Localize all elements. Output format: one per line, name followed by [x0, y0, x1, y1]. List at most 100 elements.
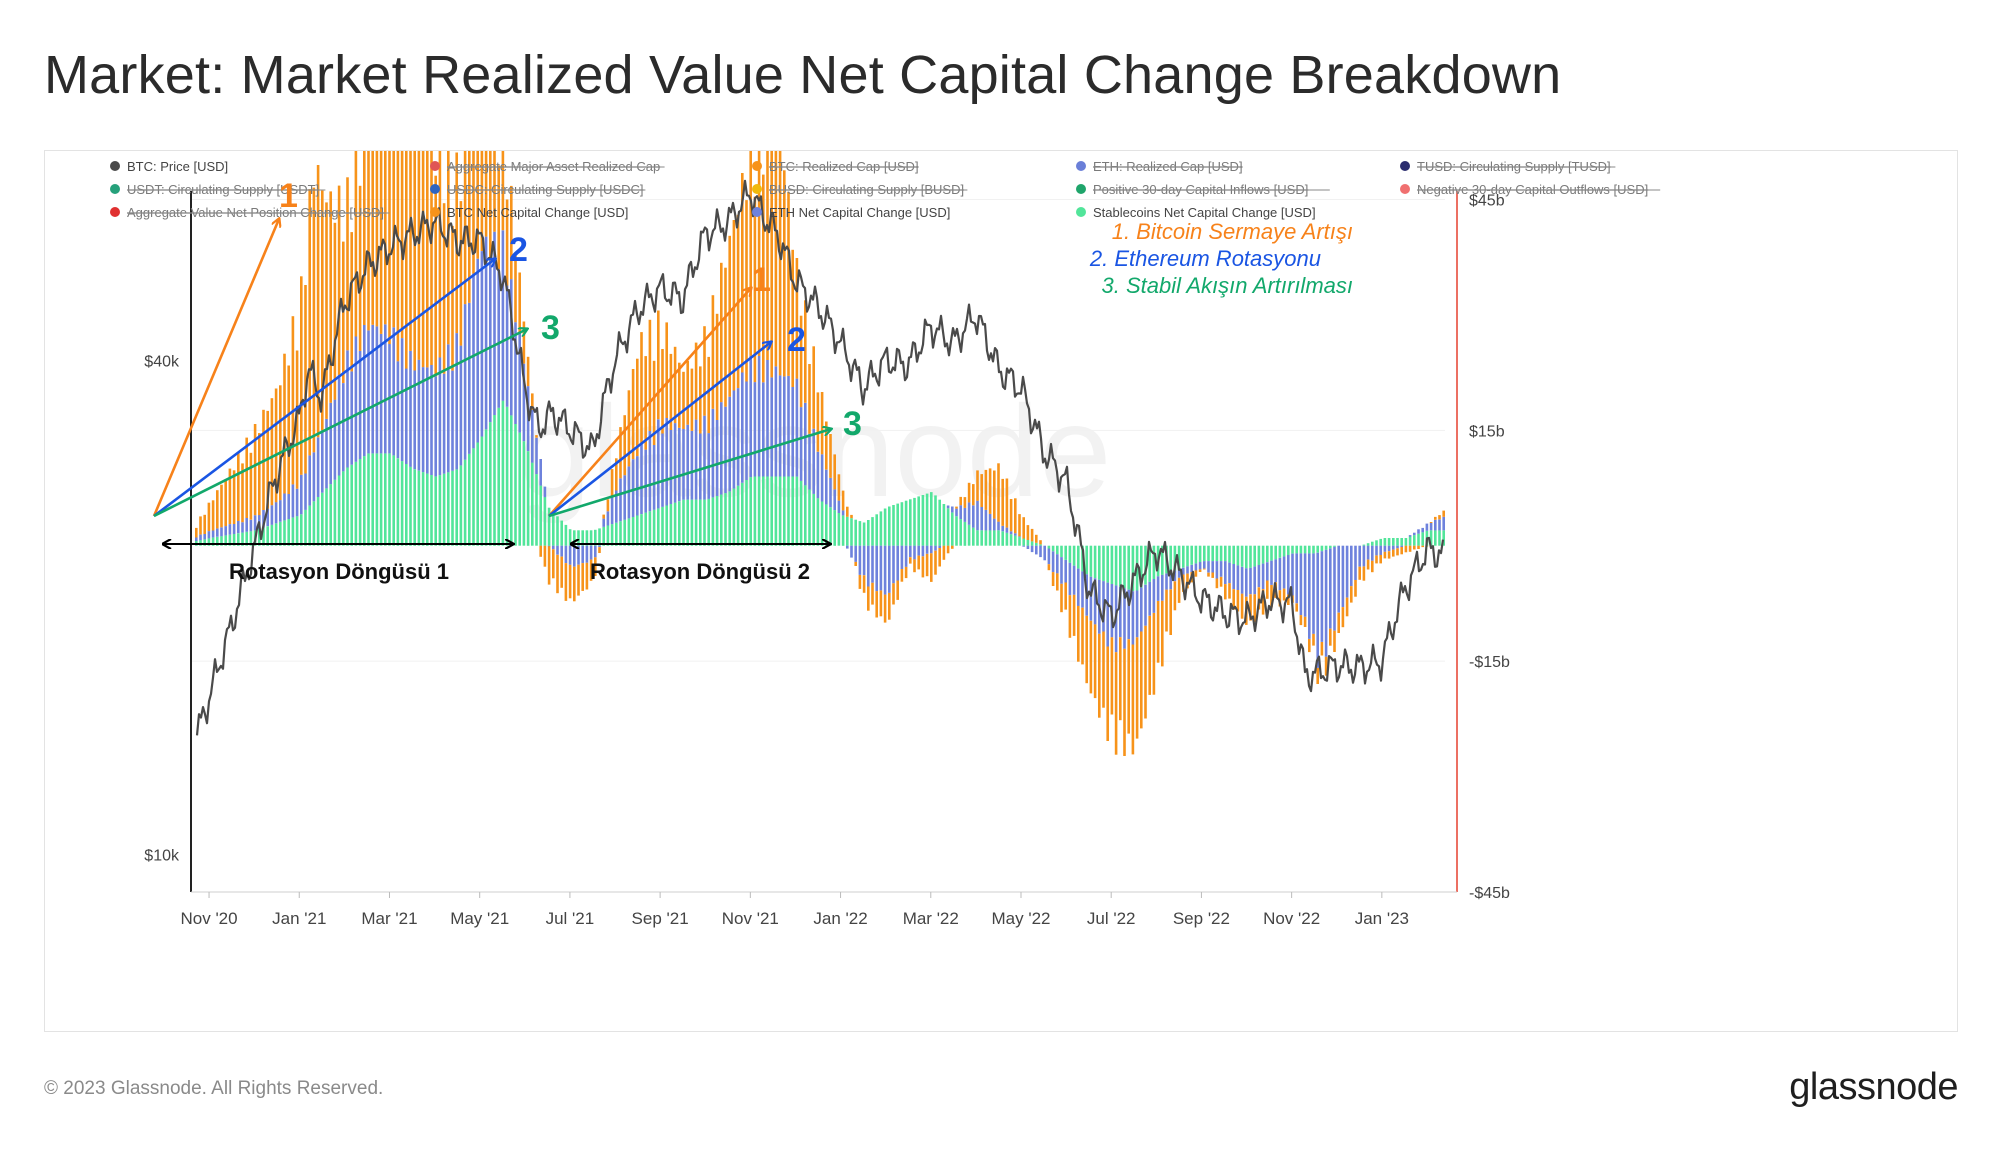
eth-bar — [333, 399, 337, 480]
eth-bar — [644, 449, 647, 513]
stablecoin-bar — [577, 530, 580, 546]
eth-bar — [1371, 545, 1374, 561]
eth-bar — [1186, 566, 1189, 574]
btc-bar — [1253, 594, 1256, 623]
eth-bar — [694, 419, 698, 500]
eth-bar — [967, 502, 971, 525]
legend-item[interactable]: BUSD: Circulating Supply [BUSD] — [752, 182, 968, 197]
eth-bar — [804, 402, 807, 486]
stablecoin-bar — [455, 469, 458, 546]
stablecoin-bar — [930, 492, 933, 546]
btc-bar — [1051, 572, 1055, 586]
btc-bar — [921, 556, 925, 578]
legend-item[interactable]: Aggregate Value Net Position Change [USD… — [110, 205, 390, 220]
btc-bar — [909, 557, 912, 564]
stablecoin-bar — [715, 496, 719, 546]
btc-bar — [648, 319, 652, 431]
legend-item[interactable]: USDC: Circulating Supply [USDC] — [430, 182, 646, 197]
legend-item[interactable]: BTC Net Capital Change [USD] — [430, 205, 628, 220]
stablecoin-bar — [1001, 531, 1004, 546]
cycle-1-label: Rotasyon Döngüsü 1 — [229, 559, 449, 584]
eth-bar — [392, 327, 395, 456]
btc-bar — [942, 545, 946, 560]
stablecoin-bar — [980, 530, 983, 546]
legend-item[interactable]: ETH Net Capital Change [USD] — [752, 205, 950, 220]
btc-bar — [1148, 615, 1151, 695]
x-tick-label: Jan '23 — [1355, 909, 1409, 928]
eth-bar — [1051, 551, 1055, 573]
btc-bar — [1098, 633, 1101, 718]
legend-item[interactable]: Positive 30-day Capital Inflows [USD] — [1076, 182, 1330, 197]
btc-bar — [489, 151, 492, 261]
btc-bar — [1035, 534, 1038, 543]
legend-item[interactable]: BTC: Realized Cap [USD] — [752, 159, 919, 174]
stablecoin-bar — [1035, 542, 1038, 546]
y-right-tick-label: $15b — [1469, 423, 1505, 440]
legend-item[interactable]: Aggregate Major Asset Realized Cap — [430, 159, 665, 174]
eth-bar — [413, 370, 416, 470]
eth-bar — [480, 251, 484, 437]
eth-bar — [657, 419, 660, 509]
legend-item[interactable]: USDT: Circulating Supply [USDT] — [110, 182, 326, 197]
stablecoin-bar — [249, 531, 253, 546]
eth-bar — [1295, 553, 1298, 604]
stablecoin-bar — [1022, 538, 1025, 546]
legend[interactable]: BTC: Price [USD] Aggregate Major Asset Re… — [110, 159, 1661, 220]
stablecoin-bar — [736, 485, 740, 546]
btc-bar — [1009, 499, 1013, 532]
btc-bar — [426, 151, 429, 368]
eth-bar — [1219, 561, 1223, 577]
stablecoin-bar — [371, 453, 374, 546]
stablecoin-bar — [913, 497, 916, 546]
stablecoin-bar — [1198, 545, 1202, 562]
btc-bar — [1135, 637, 1139, 739]
eth-bar — [946, 505, 950, 509]
x-tick-label: Mar '21 — [361, 909, 417, 928]
legend-item[interactable]: Negative 30-day Capital Outflows [USD] — [1400, 182, 1661, 197]
stablecoin-bar — [661, 506, 664, 546]
stablecoin-bar — [883, 508, 887, 546]
legend-item[interactable]: BTC: Price [USD] — [110, 159, 228, 174]
btc-bar — [741, 173, 744, 373]
btc-bar — [228, 468, 232, 524]
btc-bar — [690, 368, 694, 431]
eth-bar — [1014, 533, 1017, 536]
stablecoin-bar — [640, 514, 643, 546]
btc-bar — [862, 575, 866, 593]
eth-bar — [846, 545, 849, 549]
btc-bar — [1169, 589, 1172, 635]
btc-bar — [867, 586, 870, 611]
btc-bar — [783, 170, 786, 377]
legend-item[interactable]: TUSD: Circulating Supply [TUSD] — [1400, 159, 1616, 174]
eth-bar — [1413, 532, 1416, 536]
eth-bar — [1350, 545, 1353, 586]
eth-bar — [552, 545, 555, 550]
btc-bar — [1072, 594, 1076, 636]
eth-bar — [623, 475, 626, 520]
btc-bar — [610, 469, 614, 496]
eth-bar — [934, 545, 937, 551]
eth-bar — [619, 478, 622, 522]
eth-bar — [1329, 548, 1332, 629]
stablecoin-bar — [1056, 545, 1059, 555]
btc-bar — [938, 548, 941, 567]
stablecoin-bar — [959, 519, 962, 546]
stablecoin-bar — [480, 436, 484, 546]
stablecoin-bar — [1072, 545, 1076, 566]
eth-bar — [1366, 545, 1370, 560]
stablecoin-bar — [1291, 545, 1294, 554]
legend-marker — [430, 161, 440, 171]
eth-bar — [606, 511, 610, 526]
eth-bar — [283, 493, 286, 521]
eth-bar — [1274, 559, 1277, 583]
btc-bar — [1156, 601, 1160, 663]
stablecoin-bar — [833, 510, 836, 546]
btc-bar — [514, 256, 517, 323]
legend-item[interactable]: ETH: Realized Cap [USD] — [1076, 159, 1243, 174]
stablecoin-bar — [610, 524, 614, 546]
glassnode-logo[interactable]: glassnode — [1789, 1066, 1958, 1108]
stablecoin-bar — [1404, 538, 1408, 546]
legend-item[interactable]: Stablecoins Net Capital Change [USD] — [1076, 205, 1316, 220]
btc-bar — [279, 385, 282, 501]
eth-bar — [652, 445, 656, 510]
